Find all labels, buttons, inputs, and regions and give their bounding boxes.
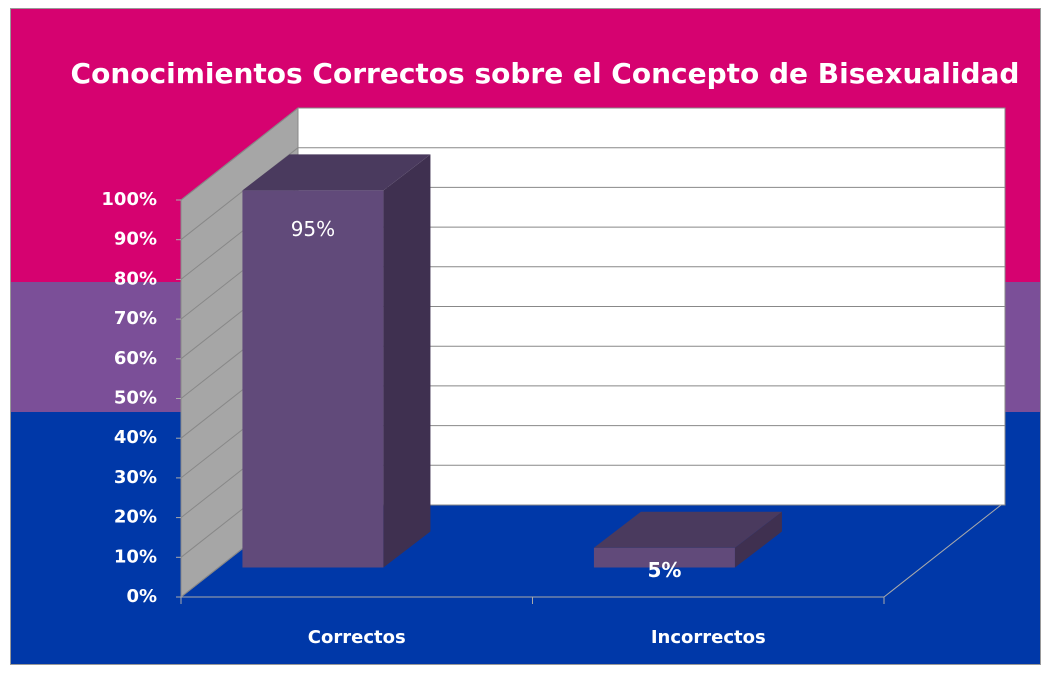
y-tick-label: 10% — [114, 546, 157, 567]
y-tick-label: 0% — [126, 586, 157, 607]
y-tick-label: 40% — [114, 427, 157, 448]
bar — [593, 511, 782, 568]
y-tick-label: 60% — [114, 348, 157, 369]
bar-side — [383, 154, 431, 568]
chart-border — [10, 8, 1041, 665]
chart-title: Conocimientos Correctos sobre el Concept… — [71, 57, 1020, 90]
side-grid-line — [180, 107, 299, 201]
y-tick-label: 30% — [114, 467, 157, 488]
y-tick-label: 50% — [114, 388, 157, 409]
bar-top — [593, 511, 782, 548]
bar-side — [734, 511, 782, 568]
y-tick-label: 90% — [114, 229, 157, 250]
bar-front — [593, 547, 735, 568]
y-tick-label: 100% — [101, 189, 157, 210]
bar-front — [242, 190, 384, 568]
bar — [242, 154, 431, 568]
y-tick-label: 20% — [114, 507, 157, 528]
y-tick-label: 70% — [114, 308, 157, 329]
value-label: 95% — [291, 217, 335, 241]
bar-top — [242, 154, 431, 191]
x-tick-label: Correctos — [308, 627, 406, 648]
x-tick-label: Incorrectos — [651, 627, 766, 648]
floor-right-edge — [883, 504, 1002, 598]
value-label: 5% — [647, 558, 681, 582]
y-tick-label: 80% — [114, 268, 157, 289]
